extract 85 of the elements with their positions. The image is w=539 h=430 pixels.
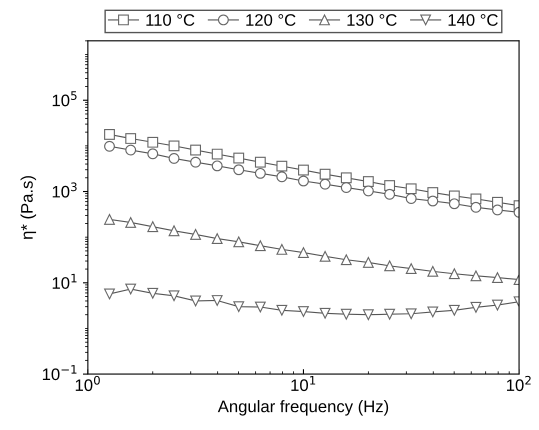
point xyxy=(320,308,331,319)
point xyxy=(470,270,482,282)
point xyxy=(104,214,115,225)
point xyxy=(448,304,460,316)
x-tick-label: 10$^{1}$ xyxy=(291,376,316,392)
x-tick-label: 10$^{0}$ xyxy=(76,376,100,392)
x-tick-label: 10$^{2}$ xyxy=(506,376,531,392)
point xyxy=(190,144,202,156)
point xyxy=(362,309,374,320)
point xyxy=(125,133,136,144)
point xyxy=(320,178,331,190)
point xyxy=(254,156,266,168)
point xyxy=(492,204,503,216)
point xyxy=(492,300,503,311)
point xyxy=(190,156,202,168)
point xyxy=(212,295,223,306)
point xyxy=(190,228,202,240)
y-tick-label: 10$^{1}$ xyxy=(52,274,77,289)
point xyxy=(212,233,223,244)
point xyxy=(340,182,352,193)
point xyxy=(384,308,396,320)
point xyxy=(168,290,180,302)
point xyxy=(470,202,482,213)
point xyxy=(298,176,309,186)
legend-label: 110 °C xyxy=(146,14,194,26)
point xyxy=(125,217,136,228)
point xyxy=(340,172,352,184)
point xyxy=(276,171,288,182)
legend-label: 140 °C xyxy=(448,14,498,26)
point xyxy=(298,306,309,317)
point xyxy=(298,247,309,258)
point xyxy=(406,308,417,320)
point xyxy=(427,196,438,206)
point xyxy=(147,221,158,232)
point xyxy=(168,153,180,164)
point xyxy=(406,183,417,194)
point xyxy=(233,152,244,164)
point xyxy=(104,288,115,300)
point xyxy=(320,168,331,180)
point xyxy=(212,148,223,160)
point xyxy=(384,188,396,200)
point xyxy=(340,308,352,320)
point xyxy=(384,260,396,272)
point xyxy=(406,263,417,274)
y-axis-title: η* (Pa.s) xyxy=(20,176,36,240)
point xyxy=(448,198,460,210)
point xyxy=(233,301,244,312)
point xyxy=(168,140,180,152)
point xyxy=(125,284,136,294)
point xyxy=(104,140,115,152)
point xyxy=(362,176,374,188)
point xyxy=(233,236,244,248)
point xyxy=(212,160,223,172)
point xyxy=(320,250,331,262)
point xyxy=(147,288,158,299)
point xyxy=(298,164,309,176)
point xyxy=(168,225,180,236)
point xyxy=(362,256,374,268)
point xyxy=(427,306,438,318)
point xyxy=(104,129,115,140)
point xyxy=(233,164,244,176)
point xyxy=(147,148,158,160)
point xyxy=(190,296,202,306)
point xyxy=(276,160,288,172)
point xyxy=(492,272,503,284)
point xyxy=(340,254,352,266)
point xyxy=(384,180,396,191)
y-tick-label: 10$^{3}$ xyxy=(52,182,77,198)
point xyxy=(254,168,266,179)
x-axis-title: Angular frequency (Hz) xyxy=(218,400,388,416)
point xyxy=(362,186,374,196)
point xyxy=(276,304,288,316)
y-tick-label: 10$^{−1}$ xyxy=(42,365,76,380)
point xyxy=(254,240,266,252)
point xyxy=(448,268,460,280)
legend-label: 120 °C xyxy=(246,14,296,26)
y-tick-label: 10$^{5}$ xyxy=(52,91,77,106)
point xyxy=(147,136,158,148)
legend-label: 130 °C xyxy=(347,14,397,26)
point xyxy=(406,193,417,204)
point xyxy=(276,244,288,255)
point xyxy=(254,302,266,312)
point xyxy=(470,302,482,313)
point xyxy=(427,266,438,277)
point xyxy=(125,144,136,156)
